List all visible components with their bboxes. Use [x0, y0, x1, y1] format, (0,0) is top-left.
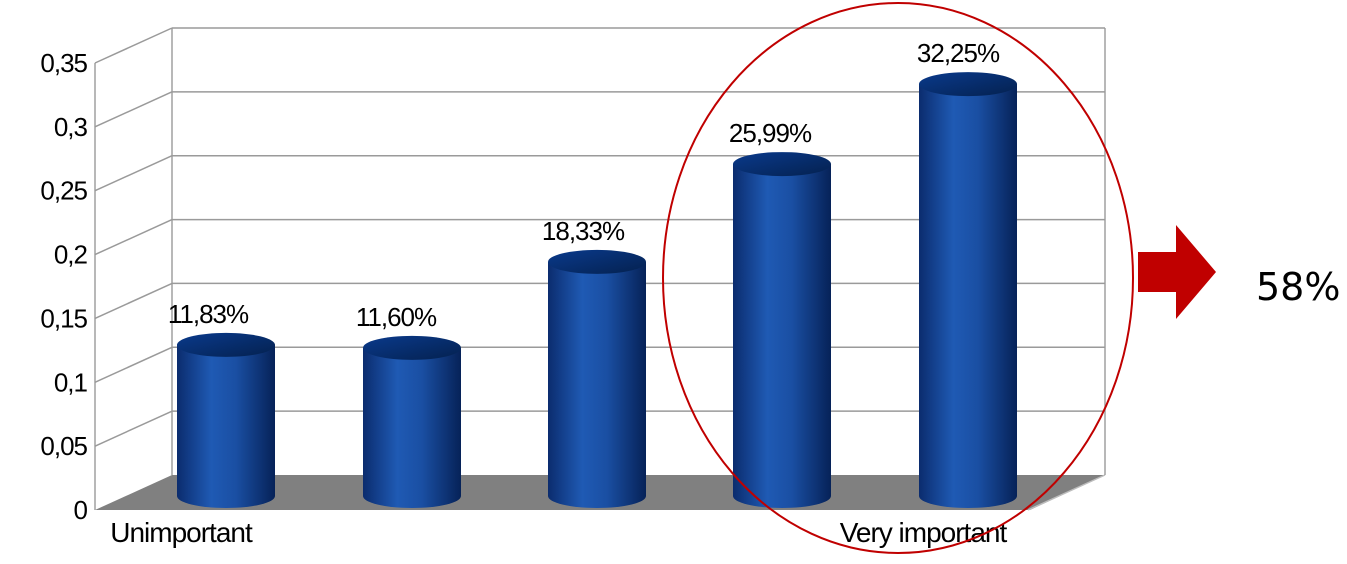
bar-base	[548, 484, 646, 508]
data-label: 25,99%	[729, 118, 812, 148]
bar-top	[363, 335, 461, 360]
data-label: 32,25%	[917, 38, 1000, 68]
side-gridline	[94, 346, 173, 383]
arrow-right-icon	[1138, 225, 1216, 319]
x-tick-label: Unimportant	[110, 517, 253, 548]
y-axis: 0 0,05 0,1 0,15 0,2 0,25 0,3 0,35	[40, 48, 88, 525]
data-label: 11,60%	[356, 302, 437, 332]
bar-body	[548, 261, 646, 496]
bar-top	[548, 249, 646, 274]
x-axis: Unimportant Very important	[110, 517, 1008, 548]
bar-body	[177, 344, 275, 496]
data-label: 18,33%	[542, 216, 625, 246]
bar	[548, 249, 646, 508]
side-gridline	[94, 410, 173, 447]
bars	[177, 72, 1017, 508]
y-tick-label: 0	[74, 495, 88, 525]
side-gridline	[94, 155, 173, 192]
y-tick-label: 0,3	[54, 112, 88, 142]
highlight-ellipse	[662, 2, 1134, 554]
bar	[919, 72, 1017, 508]
y-tick-label: 0,15	[40, 303, 87, 333]
callout-label: 58%	[1256, 265, 1340, 309]
bar-base	[363, 484, 461, 508]
side-gridline	[94, 282, 173, 320]
bar-body	[733, 164, 831, 497]
y-tick-label: 0,35	[40, 48, 87, 78]
y-tick-label: 0,05	[40, 431, 87, 461]
bar-base	[733, 484, 831, 508]
bar-body	[363, 347, 461, 496]
bar-top	[919, 72, 1017, 97]
bar-top	[733, 152, 831, 177]
bar	[177, 332, 275, 508]
side-gridline	[94, 218, 173, 256]
bar	[733, 152, 831, 508]
y-tick-label: 0,2	[54, 240, 88, 270]
highlight: 58%	[662, 2, 1340, 554]
side-gridline	[94, 27, 173, 64]
side-gridline	[94, 91, 173, 128]
bar	[363, 335, 461, 508]
bar-base	[177, 484, 275, 508]
data-label: 11,83%	[168, 299, 249, 329]
data-labels: 11,83% 11,60% 18,33% 25,99% 32,25%	[168, 38, 1001, 332]
bar-top	[177, 332, 275, 357]
x-tick-label: Very important	[840, 517, 1008, 548]
y-tick-label: 0,1	[54, 367, 88, 397]
bar-body	[919, 84, 1017, 496]
bar-base	[919, 484, 1017, 508]
y-tick-label: 0,25	[40, 176, 87, 206]
floor-edge	[1027, 474, 1106, 511]
